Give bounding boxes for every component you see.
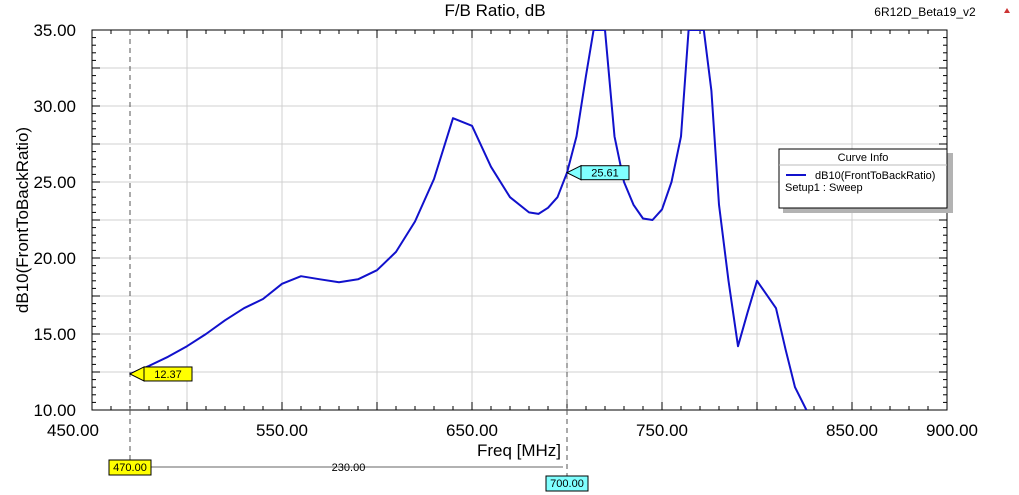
legend-entry-label: dB10(FrontToBackRatio): [815, 170, 935, 182]
y-tick-label: 15.00: [33, 325, 76, 344]
marker-lines: 230.00: [129, 30, 568, 484]
y-tick-label: 20.00: [33, 249, 76, 268]
y-tick-label: 35.00: [33, 21, 76, 40]
axis-ticks: [91, 29, 948, 411]
tick-labels: 450.00 550.00 650.00 750.00 850.00 900.00 10.0…: [33, 21, 978, 440]
marker-value-label: 25.61: [591, 168, 619, 180]
y-axis-label: dB10(FrontToBackRatio): [13, 127, 32, 313]
marker-value-box[interactable]: [143, 366, 193, 382]
y-tick-label: 10.00: [33, 401, 76, 420]
marker-x-label: 700.00: [550, 478, 584, 490]
y-tick-label: 25.00: [33, 173, 76, 192]
marker-x-box[interactable]: [108, 459, 152, 476]
marker-x-label: 470.00: [113, 462, 147, 474]
marker-value-label: 12.37: [154, 369, 182, 381]
x-tick-label: 850.00: [826, 421, 878, 440]
legend[interactable]: Curve Info dB10(FrontToBackRatio) Setup1…: [778, 148, 953, 213]
legend-entry-sub: Setup1 : Sweep: [785, 182, 863, 194]
legend-title: Curve Info: [838, 152, 889, 164]
chart-title: F/B Ratio, dB: [444, 1, 545, 20]
settings-icon[interactable]: [1004, 8, 1010, 13]
markers-layer[interactable]: 12.37 470.00 25.61 700.00: [108, 164, 630, 492]
x-tick-label: 900.00: [926, 421, 978, 440]
x-tick-label: 650.00: [446, 421, 498, 440]
project-name: 6R12D_Beta19_v2: [874, 5, 976, 19]
x-axis-label: Freq [MHz]: [477, 441, 561, 460]
marker-x-box[interactable]: [545, 475, 589, 492]
x-tick-label: 450.00: [47, 421, 99, 440]
marker-value-box[interactable]: [580, 165, 630, 181]
x-tick-label: 550.00: [256, 421, 308, 440]
x-tick-label: 750.00: [636, 421, 688, 440]
delta-label: 230.00: [332, 462, 366, 474]
y-tick-label: 30.00: [33, 97, 76, 116]
